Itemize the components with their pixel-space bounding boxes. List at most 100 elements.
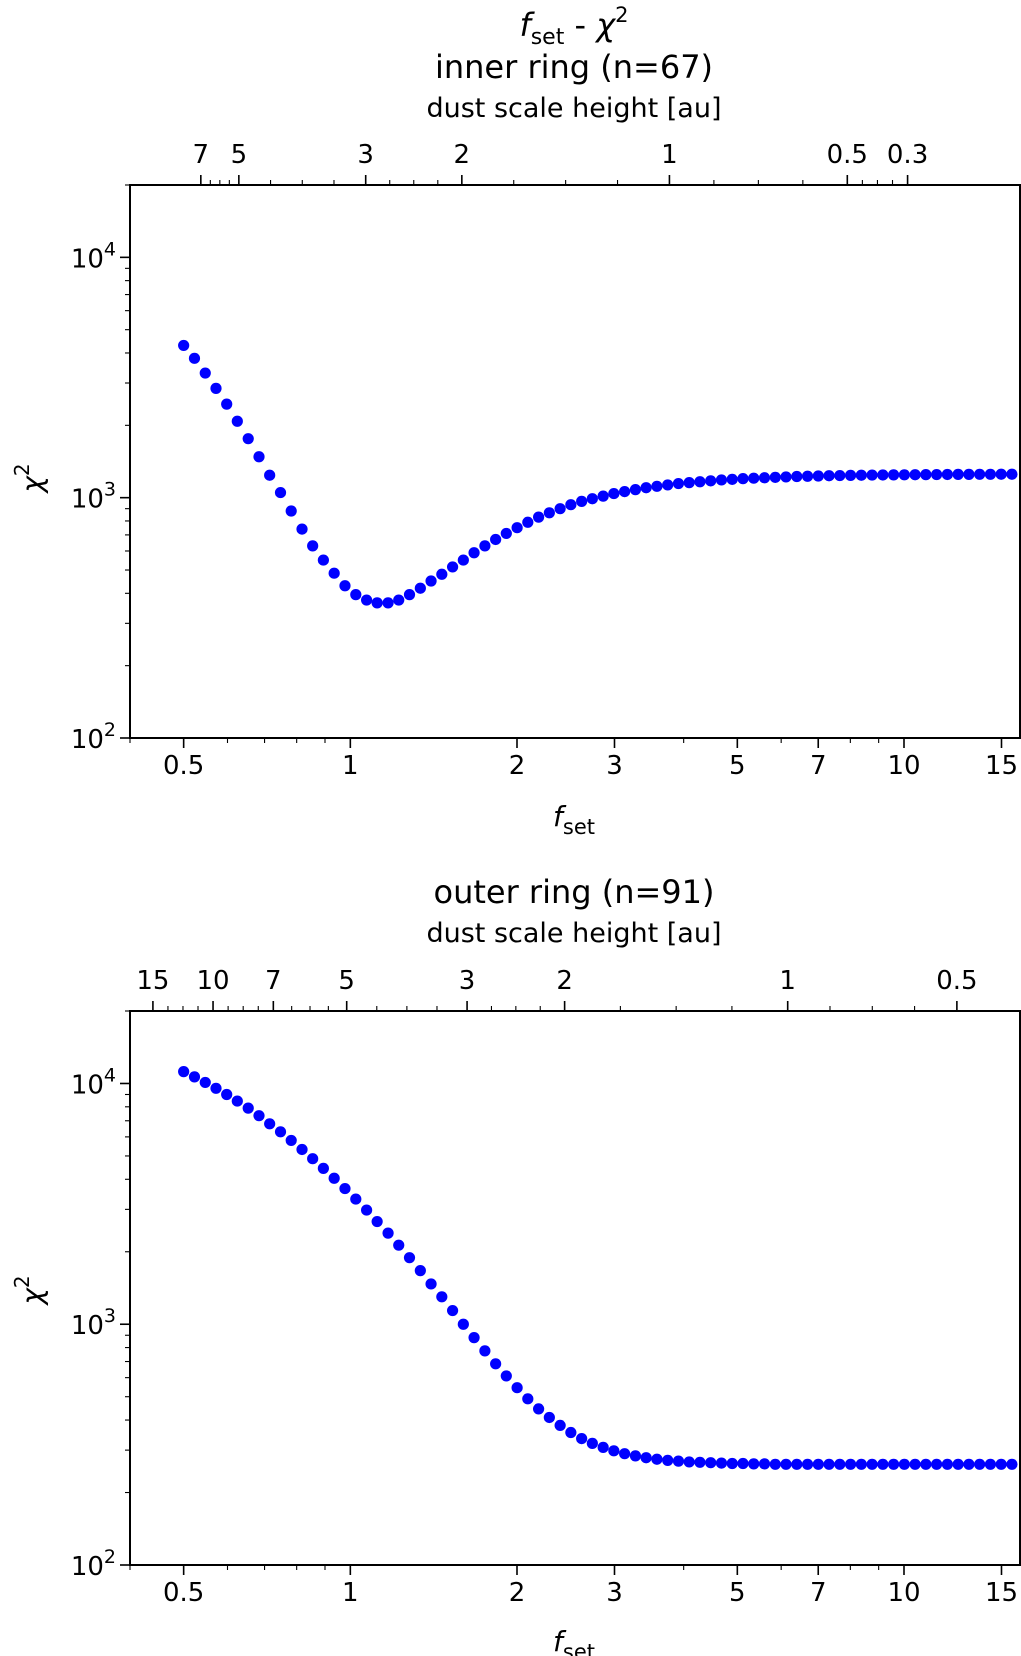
data-point — [791, 470, 803, 483]
data-point — [490, 533, 502, 546]
data-point — [339, 1182, 351, 1195]
x-tick-label: 10 — [887, 751, 920, 781]
data-point — [403, 589, 416, 601]
x-tick-label: 0.5 — [163, 1578, 204, 1608]
data-point — [898, 1458, 910, 1470]
data-point — [651, 1453, 663, 1465]
data-point — [522, 1393, 534, 1405]
x-tick-label: 7 — [810, 1578, 827, 1608]
data-point — [866, 1458, 878, 1470]
inner-ring-ylabel: χ2 — [10, 463, 49, 494]
top-tick-label: 0.3 — [887, 140, 928, 170]
data-point — [533, 1403, 545, 1415]
data-point — [662, 1454, 674, 1466]
data-point — [834, 1458, 846, 1470]
data-point — [952, 468, 964, 480]
data-point — [178, 339, 190, 352]
data-point — [769, 1458, 781, 1470]
data-point — [178, 1066, 190, 1078]
data-point — [705, 475, 717, 487]
top-tick-label: 5 — [231, 140, 248, 170]
data-point — [597, 490, 609, 502]
y-tick-label: 102 — [71, 1546, 116, 1582]
data-point — [414, 582, 426, 594]
data-point — [726, 1457, 738, 1470]
data-point — [694, 1456, 706, 1468]
outer-ring-ylabel: χ2 — [10, 1275, 49, 1306]
data-point — [963, 468, 975, 480]
data-point — [909, 1458, 921, 1470]
data-point — [533, 511, 545, 523]
data-point — [425, 575, 437, 587]
x-tick-label: 15 — [985, 1578, 1018, 1608]
data-point — [758, 1458, 771, 1470]
data-point — [403, 1252, 416, 1264]
data-point — [199, 1076, 211, 1089]
data-point — [619, 485, 631, 498]
data-point — [705, 1457, 717, 1469]
inner-ring-panel: inner ring (n=67) dust scale height [au]… — [10, 48, 1021, 839]
data-point — [511, 522, 523, 534]
x-tick-label: 15 — [985, 751, 1018, 781]
inner-ring-xlabel: fset — [553, 800, 595, 839]
data-point — [780, 1458, 792, 1470]
data-point — [812, 1458, 824, 1470]
data-point — [619, 1448, 631, 1460]
data-point — [640, 482, 652, 494]
data-point — [866, 469, 878, 481]
data-point — [307, 1153, 319, 1165]
data-point — [285, 1134, 297, 1147]
data-point — [1006, 468, 1018, 480]
data-point — [468, 547, 480, 559]
data-point — [758, 472, 771, 484]
data-point — [221, 398, 233, 410]
data-point — [360, 1204, 373, 1216]
data-point — [984, 1458, 997, 1470]
top-tick-label: 7 — [265, 966, 282, 996]
data-point — [490, 1358, 502, 1370]
outer-ring-ticks: 0.5 1 2 3 5 7 10 15 102 103 104 15 10 7 5 3 2 1 0.5 — [71, 966, 1018, 1608]
top-tick-label: 7 — [193, 140, 210, 170]
data-point — [769, 471, 781, 483]
data-point — [834, 469, 846, 482]
top-tick-label: 3 — [357, 140, 374, 170]
x-tick-label: 3 — [606, 751, 623, 781]
top-tick-label: 1 — [661, 140, 678, 170]
data-point — [726, 473, 738, 485]
outer-ring-title: outer ring (n=91) — [433, 873, 714, 911]
data-point — [317, 554, 329, 566]
data-point — [210, 1082, 222, 1094]
data-point — [307, 540, 319, 552]
data-point — [382, 1227, 394, 1239]
data-point — [737, 473, 749, 485]
top-tick-label: 15 — [136, 966, 169, 996]
data-point — [199, 367, 211, 379]
data-point — [941, 468, 953, 481]
data-point — [554, 1419, 566, 1432]
data-point — [694, 476, 706, 488]
inner-ring-top-axis-label: dust scale height [au] — [426, 93, 721, 124]
data-point — [715, 474, 728, 486]
data-point — [629, 1450, 642, 1462]
data-point — [264, 469, 276, 481]
data-point — [425, 1278, 437, 1290]
data-point — [931, 468, 943, 481]
data-point — [296, 523, 308, 535]
outer-ring-points — [178, 1066, 1018, 1470]
data-point — [500, 527, 512, 540]
figure-suptitle: fset - χ2 — [519, 3, 628, 50]
data-point — [909, 469, 921, 481]
data-point — [672, 477, 685, 490]
data-point — [898, 469, 910, 481]
data-point — [350, 589, 362, 601]
data-point — [446, 561, 459, 573]
data-point — [468, 1332, 480, 1344]
data-point — [597, 1441, 609, 1453]
data-point — [823, 1458, 835, 1470]
data-point — [608, 1445, 620, 1457]
data-point — [888, 1458, 900, 1470]
data-point — [414, 1265, 426, 1277]
data-point — [242, 433, 254, 445]
data-point — [253, 451, 265, 463]
